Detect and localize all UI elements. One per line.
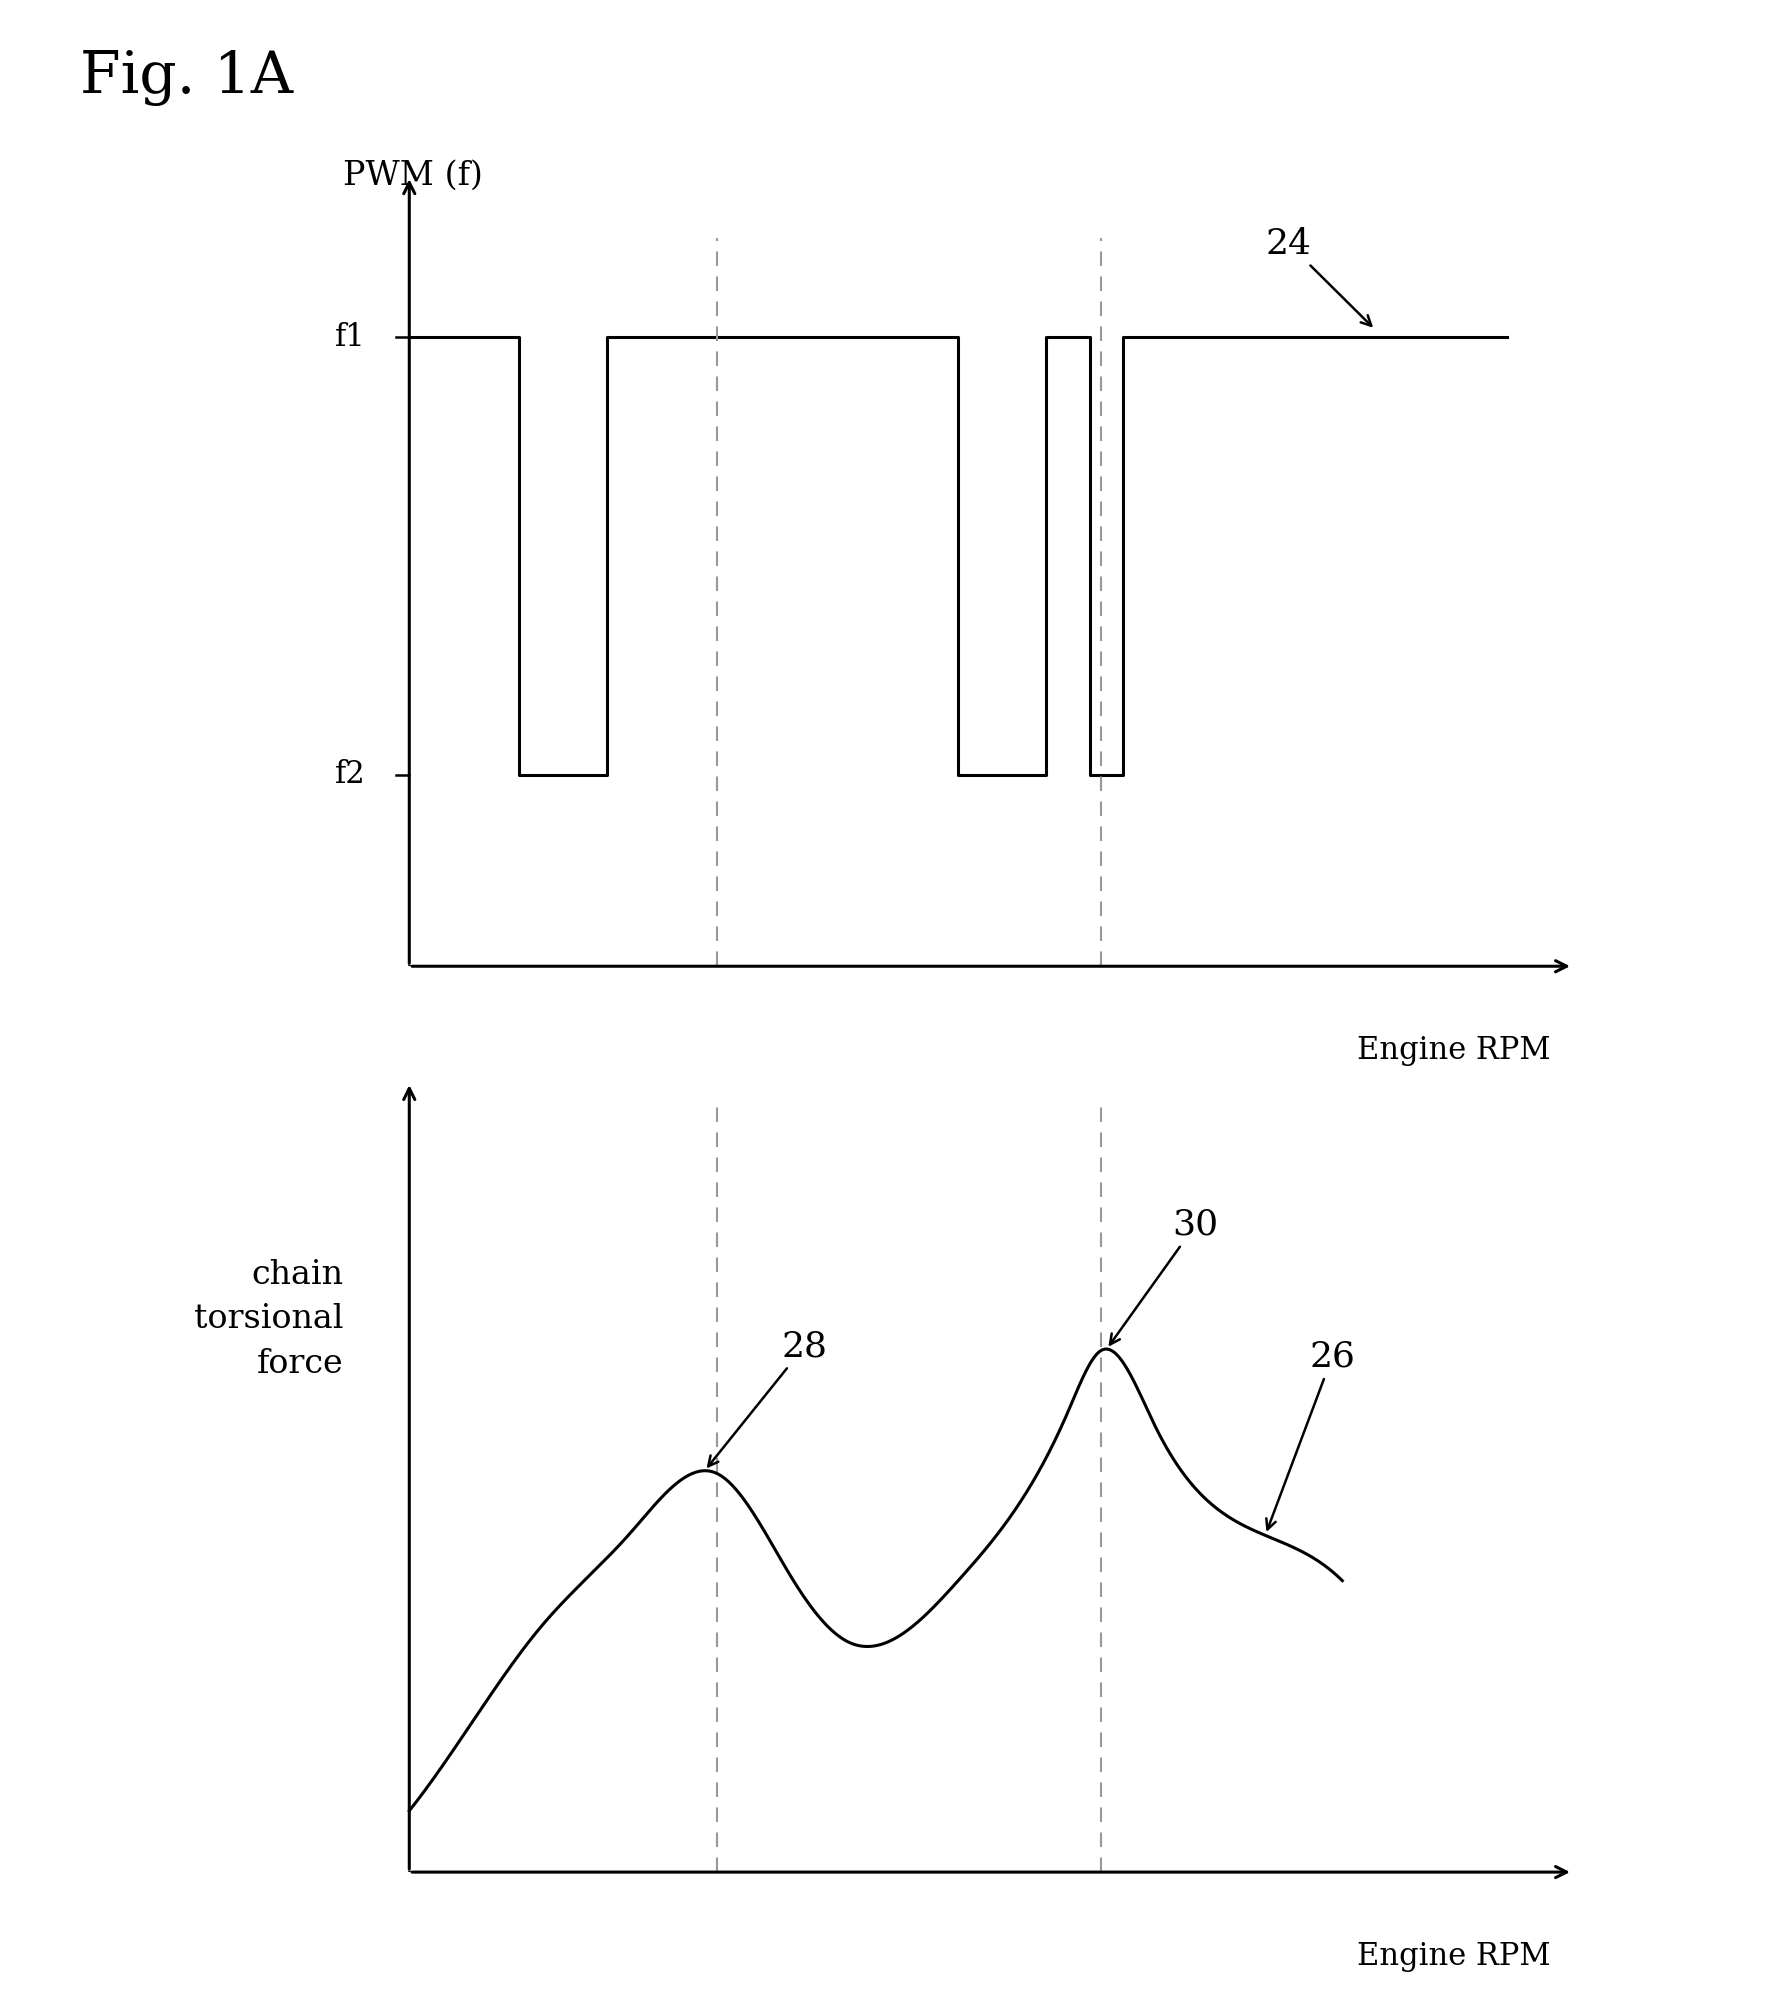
Text: chain
torsional
force: chain torsional force xyxy=(193,1258,344,1379)
Text: Engine RPM: Engine RPM xyxy=(1357,1035,1550,1067)
Text: 28: 28 xyxy=(709,1329,828,1465)
Text: f2: f2 xyxy=(335,759,365,789)
Text: 26: 26 xyxy=(1267,1339,1356,1530)
Text: f1: f1 xyxy=(335,322,365,352)
Text: 24: 24 xyxy=(1265,227,1372,326)
Text: Engine RPM: Engine RPM xyxy=(1357,1941,1550,1973)
Text: PWM (f): PWM (f) xyxy=(344,159,484,191)
Text: 30: 30 xyxy=(1109,1208,1219,1345)
Text: Fig. 1A: Fig. 1A xyxy=(80,50,292,107)
